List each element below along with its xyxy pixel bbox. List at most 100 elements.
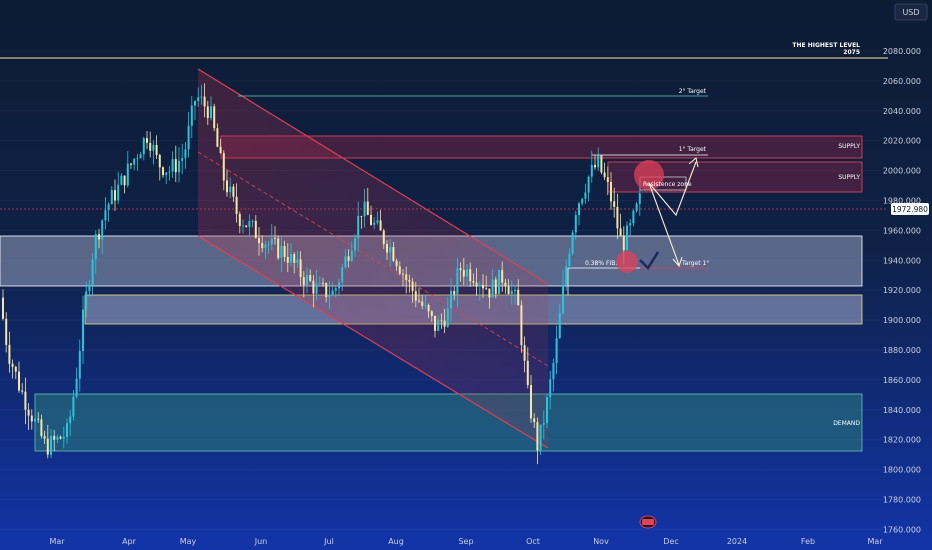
- candle-body: [491, 279, 494, 298]
- currency-box[interactable]: [894, 3, 928, 21]
- candle-body: [472, 281, 475, 283]
- projection-path-down: [648, 182, 680, 266]
- annotations: THE HIGHEST LEVEL 2075 2° Target 1° Targ…: [585, 42, 860, 427]
- y-tick-label: 2060.000: [883, 77, 921, 86]
- candle-body: [360, 215, 363, 217]
- candle-body: [357, 215, 360, 239]
- candle-body: [78, 351, 81, 379]
- candle-body: [558, 313, 561, 339]
- y-tick-label: 2040.000: [883, 107, 921, 116]
- y-tick-label: 1820.000: [883, 436, 921, 445]
- candle-body: [322, 282, 324, 284]
- candle-body: [94, 234, 97, 260]
- y-tick-label: 1840.000: [883, 406, 921, 415]
- candle-body: [411, 281, 414, 292]
- candle-body: [222, 153, 225, 181]
- candle-body: [392, 247, 395, 261]
- candle-body: [200, 96, 203, 98]
- candle-body: [578, 203, 580, 215]
- candle-body: [309, 275, 312, 281]
- candle-body: [62, 437, 65, 439]
- candle-body: [146, 138, 148, 143]
- x-axis[interactable]: Mar Apr May Jun Jul Aug Sep Oct Nov Dec 2024 Feb Mar: [49, 537, 883, 546]
- candle-body: [386, 244, 388, 253]
- resistance-circle: [634, 160, 664, 190]
- demand-label: DEMAND: [833, 420, 860, 427]
- candle-body: [206, 106, 209, 119]
- candle-body: [190, 105, 193, 126]
- candle-body: [5, 318, 8, 345]
- candle-body: [213, 106, 216, 129]
- candle-body: [635, 203, 638, 211]
- y-tick-label: 1980.000: [883, 197, 921, 206]
- candle-body: [88, 284, 91, 292]
- candle-body: [354, 238, 356, 251]
- candle-body: [203, 96, 206, 107]
- candle-body: [293, 254, 296, 263]
- candle-body: [462, 269, 465, 277]
- candle-body: [318, 282, 321, 284]
- candle-body: [334, 288, 337, 291]
- candle-body: [510, 291, 513, 295]
- candle-body: [328, 295, 331, 298]
- x-tick-label: Oct: [526, 537, 540, 546]
- candle-body: [606, 177, 609, 182]
- projection-path-up: [648, 161, 697, 217]
- candle-body: [434, 315, 436, 331]
- y-tick-label: 2020.000: [883, 137, 921, 146]
- candle-body: [181, 158, 184, 161]
- candle-body: [53, 435, 56, 440]
- candle-body: [139, 154, 142, 159]
- candle-body: [117, 184, 120, 201]
- candle-body: [325, 283, 328, 298]
- y-tick-label: 1960.000: [883, 226, 921, 235]
- candle-body: [66, 423, 68, 438]
- candle-body: [43, 436, 46, 439]
- candle-body: [136, 158, 139, 160]
- candle-body: [162, 167, 164, 176]
- y-tick-label: 1860.000: [883, 376, 921, 385]
- candle-body: [398, 266, 401, 274]
- candle-body: [584, 192, 587, 199]
- candle-body: [37, 418, 40, 420]
- candle-body: [600, 155, 603, 173]
- candle-body: [178, 160, 180, 173]
- candle-body: [107, 204, 110, 211]
- candle-body: [456, 268, 459, 295]
- candle-body: [114, 190, 116, 201]
- candle-body: [514, 289, 516, 292]
- x-tick-label: Mar: [867, 537, 883, 546]
- demand-zone: [34, 393, 863, 452]
- candle-body: [290, 254, 292, 263]
- y-tick-label: 1920.000: [883, 286, 921, 295]
- candle-body: [50, 435, 52, 455]
- projection-arrow-down: [672, 256, 683, 268]
- y-tick-label: 1780.000: [883, 496, 921, 505]
- candle-body: [629, 223, 632, 226]
- target1-top-label: 1° Target: [679, 146, 707, 153]
- candle-body: [34, 418, 36, 422]
- y-axis[interactable]: 2080.000 2060.000 2040.000 2020.000 2000.000…: [883, 47, 921, 534]
- candle-body: [373, 222, 376, 225]
- candle-body: [459, 268, 462, 270]
- candle-body: [264, 244, 267, 249]
- candle-body: [242, 225, 244, 227]
- candle-body: [187, 125, 190, 150]
- candle-body: [126, 163, 129, 186]
- candle-body: [254, 220, 257, 239]
- x-tick-label: Jun: [254, 537, 268, 546]
- candle-body: [552, 363, 555, 380]
- x-tick-label: Dec: [663, 537, 678, 546]
- chart-logo-icon[interactable]: [639, 515, 657, 529]
- candle-body: [565, 266, 568, 285]
- candle-body: [526, 360, 529, 386]
- candle-body: [382, 230, 385, 245]
- x-tick-label: Apr: [122, 537, 137, 546]
- candle-body: [402, 273, 404, 275]
- candle-body: [504, 282, 507, 287]
- candle-body: [331, 290, 334, 296]
- candle-body: [251, 220, 254, 222]
- current-price-badge: [891, 203, 929, 215]
- supply2-label: SUPPLY: [838, 174, 860, 181]
